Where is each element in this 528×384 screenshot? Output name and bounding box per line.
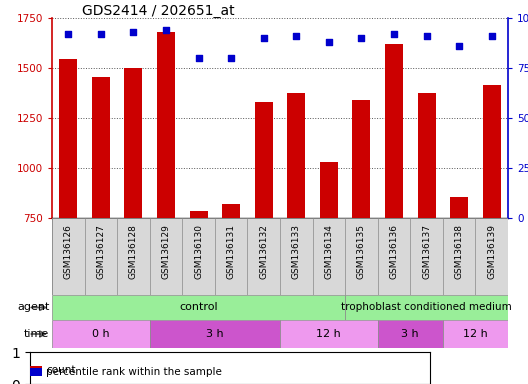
Bar bbox=[450, 197, 468, 218]
Text: GSM136127: GSM136127 bbox=[96, 224, 106, 279]
Bar bbox=[254, 102, 272, 218]
Text: GSM136131: GSM136131 bbox=[227, 224, 235, 279]
Text: GSM136132: GSM136132 bbox=[259, 224, 268, 279]
Point bbox=[162, 27, 170, 33]
Text: percentile rank within the sample: percentile rank within the sample bbox=[46, 367, 222, 377]
Bar bbox=[345, 295, 508, 320]
Text: control: control bbox=[180, 303, 218, 313]
Point bbox=[194, 55, 203, 61]
Text: GSM136137: GSM136137 bbox=[422, 224, 431, 279]
Bar bbox=[280, 320, 378, 348]
Point bbox=[64, 31, 72, 37]
Point bbox=[325, 39, 333, 45]
Text: GSM136138: GSM136138 bbox=[455, 224, 464, 279]
Point bbox=[129, 29, 138, 35]
Bar bbox=[385, 44, 403, 218]
Bar bbox=[125, 68, 143, 218]
Bar bbox=[378, 320, 443, 348]
Text: GSM136139: GSM136139 bbox=[487, 224, 496, 279]
Bar bbox=[483, 85, 501, 218]
Text: GSM136135: GSM136135 bbox=[357, 224, 366, 279]
Bar bbox=[418, 93, 436, 218]
Bar bbox=[52, 320, 150, 348]
Bar bbox=[92, 77, 110, 218]
Text: 0 h: 0 h bbox=[92, 329, 110, 339]
Text: GSM136126: GSM136126 bbox=[64, 224, 73, 279]
Point bbox=[259, 35, 268, 41]
Text: GSM136128: GSM136128 bbox=[129, 224, 138, 279]
Text: GSM136133: GSM136133 bbox=[292, 224, 301, 279]
Text: GDS2414 / 202651_at: GDS2414 / 202651_at bbox=[82, 4, 234, 18]
Text: 12 h: 12 h bbox=[463, 329, 488, 339]
Bar bbox=[52, 218, 508, 295]
Text: GSM136136: GSM136136 bbox=[390, 224, 399, 279]
Text: 3 h: 3 h bbox=[401, 329, 419, 339]
Text: 3 h: 3 h bbox=[206, 329, 224, 339]
Bar bbox=[287, 93, 305, 218]
Text: trophoblast conditioned medium: trophoblast conditioned medium bbox=[341, 303, 512, 313]
Point bbox=[227, 55, 235, 61]
Bar bbox=[320, 162, 338, 218]
Point bbox=[455, 43, 464, 49]
Bar bbox=[443, 320, 508, 348]
Point bbox=[390, 31, 398, 37]
Bar bbox=[222, 204, 240, 218]
Text: GSM136130: GSM136130 bbox=[194, 224, 203, 279]
Point bbox=[292, 33, 300, 39]
Text: GSM136134: GSM136134 bbox=[324, 224, 333, 279]
Bar bbox=[52, 295, 345, 320]
Point bbox=[422, 33, 431, 39]
Text: agent: agent bbox=[17, 303, 49, 313]
Bar bbox=[157, 32, 175, 218]
Point bbox=[357, 35, 366, 41]
Point bbox=[97, 31, 105, 37]
Text: GSM136129: GSM136129 bbox=[162, 224, 171, 279]
Bar bbox=[150, 320, 280, 348]
Text: count: count bbox=[46, 365, 76, 375]
Bar bbox=[353, 100, 370, 218]
Text: time: time bbox=[24, 329, 49, 339]
Bar bbox=[59, 59, 77, 218]
Bar bbox=[190, 211, 208, 218]
Point bbox=[487, 33, 496, 39]
Text: 12 h: 12 h bbox=[316, 329, 341, 339]
